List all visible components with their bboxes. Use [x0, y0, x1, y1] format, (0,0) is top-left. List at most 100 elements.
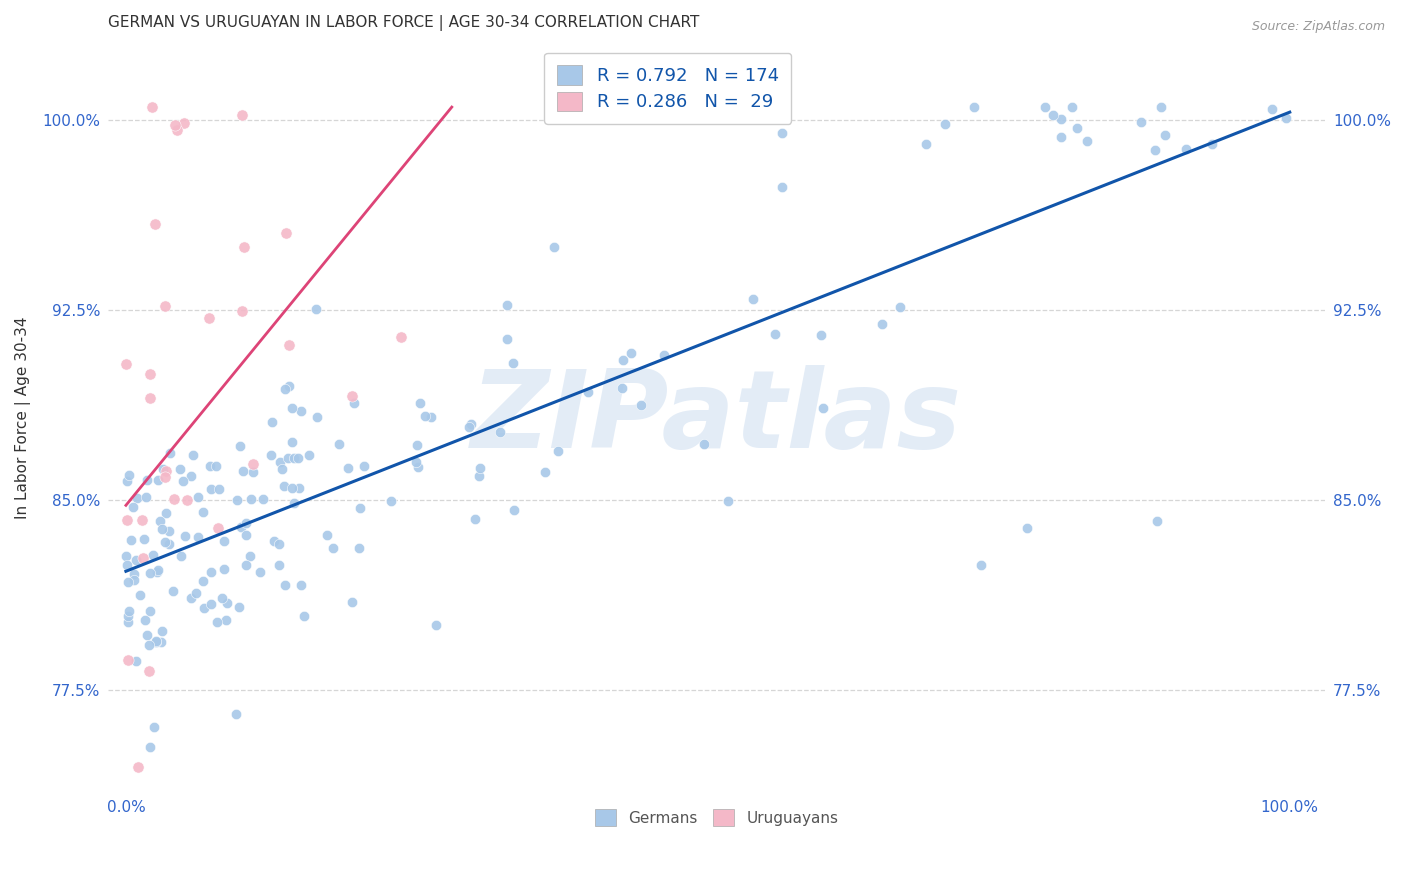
Point	[315, 527, 337, 541]
Point	[229, 439, 252, 453]
Point	[138, 664, 160, 678]
Point	[273, 382, 295, 396]
Point	[305, 301, 328, 316]
Point	[155, 506, 177, 520]
Point	[117, 615, 139, 630]
Point	[533, 465, 555, 479]
Point	[139, 739, 162, 754]
Point	[353, 458, 375, 473]
Point	[135, 628, 157, 642]
Point	[290, 404, 312, 418]
Point	[1201, 136, 1223, 151]
Point	[263, 534, 285, 549]
Point	[124, 654, 146, 668]
Point	[278, 338, 301, 352]
Point	[212, 562, 235, 576]
Point	[290, 577, 312, 591]
Point	[1060, 100, 1083, 114]
Point	[145, 634, 167, 648]
Text: GERMAN VS URUGUAYAN IN LABOR FORCE | AGE 30-34 CORRELATION CHART: GERMAN VS URUGUAYAN IN LABOR FORCE | AGE…	[108, 15, 700, 31]
Point	[150, 624, 173, 638]
Point	[889, 300, 911, 314]
Point	[231, 108, 253, 122]
Point	[811, 401, 834, 416]
Point	[163, 492, 186, 507]
Point	[1033, 100, 1056, 114]
Point	[157, 537, 180, 551]
Point	[692, 436, 714, 450]
Point	[173, 529, 195, 543]
Point	[143, 217, 166, 231]
Point	[187, 490, 209, 504]
Point	[186, 585, 208, 599]
Point	[232, 464, 254, 478]
Point	[205, 615, 228, 629]
Point	[118, 604, 141, 618]
Point	[270, 462, 292, 476]
Point	[208, 482, 231, 496]
Point	[145, 635, 167, 649]
Point	[232, 240, 254, 254]
Point	[176, 493, 198, 508]
Point	[269, 455, 291, 469]
Point	[242, 457, 264, 471]
Point	[180, 468, 202, 483]
Point	[1153, 128, 1175, 143]
Point	[235, 528, 257, 542]
Point	[152, 462, 174, 476]
Point	[1049, 112, 1071, 126]
Point	[1015, 521, 1038, 535]
Point	[118, 468, 141, 483]
Point	[124, 567, 146, 582]
Point	[239, 549, 262, 563]
Point	[328, 437, 350, 451]
Point	[543, 239, 565, 253]
Point	[225, 706, 247, 721]
Point	[215, 614, 238, 628]
Point	[115, 513, 138, 527]
Point	[117, 575, 139, 590]
Text: ZIPatlas: ZIPatlas	[471, 365, 962, 471]
Point	[249, 565, 271, 579]
Point	[163, 118, 186, 132]
Point	[503, 503, 526, 517]
Point	[405, 437, 427, 451]
Point	[205, 459, 228, 474]
Point	[226, 493, 249, 508]
Point	[146, 473, 169, 487]
Point	[380, 494, 402, 508]
Point	[138, 391, 160, 405]
Point	[349, 500, 371, 515]
Point	[180, 591, 202, 606]
Point	[547, 443, 569, 458]
Point	[166, 123, 188, 137]
Point	[287, 451, 309, 466]
Point	[138, 604, 160, 618]
Point	[138, 367, 160, 381]
Point	[1274, 111, 1296, 125]
Point	[349, 541, 371, 555]
Point	[970, 558, 993, 572]
Point	[1050, 129, 1073, 144]
Point	[612, 353, 634, 368]
Point	[343, 396, 366, 410]
Point	[200, 482, 222, 496]
Point	[280, 481, 302, 495]
Point	[197, 311, 219, 326]
Point	[120, 533, 142, 547]
Point	[173, 116, 195, 130]
Point	[1146, 514, 1168, 528]
Point	[142, 549, 165, 563]
Point	[127, 491, 149, 505]
Point	[132, 550, 155, 565]
Point	[389, 330, 412, 344]
Y-axis label: In Labor Force | Age 30-34: In Labor Force | Age 30-34	[15, 317, 31, 519]
Point	[138, 566, 160, 581]
Point	[742, 292, 765, 306]
Point	[610, 381, 633, 395]
Point	[495, 298, 517, 312]
Point	[288, 481, 311, 495]
Point	[153, 534, 176, 549]
Point	[157, 524, 180, 539]
Point	[191, 505, 214, 519]
